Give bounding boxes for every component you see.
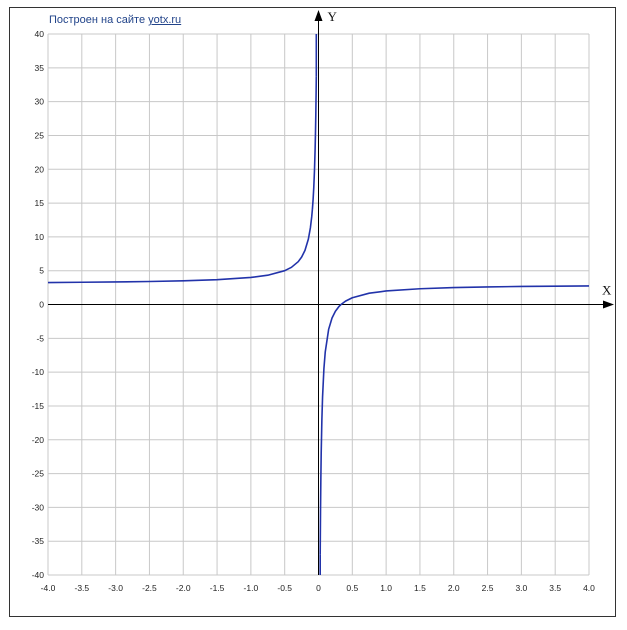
x-tick-label: 1.0 bbox=[380, 583, 392, 593]
x-tick-label: 0 bbox=[316, 583, 321, 593]
y-tick-label: -40 bbox=[32, 570, 45, 580]
credit-text: Построен на сайте bbox=[49, 14, 146, 26]
y-tick-label: -35 bbox=[32, 536, 45, 546]
x-tick-label: 1.5 bbox=[414, 583, 426, 593]
y-axis-arrow bbox=[314, 10, 323, 21]
x-tick-label: 2.5 bbox=[482, 583, 494, 593]
credit-link[interactable]: yotx.ru bbox=[148, 14, 182, 26]
y-tick-label: 15 bbox=[35, 198, 45, 208]
y-tick-label: -10 bbox=[32, 367, 45, 377]
function-curve-branch bbox=[311, 76, 318, 210]
x-tick-label: -3.0 bbox=[108, 583, 123, 593]
axes bbox=[48, 10, 614, 575]
function-curve-branch bbox=[319, 285, 590, 555]
x-tick-label: -1.0 bbox=[244, 583, 259, 593]
y-tick-label: -30 bbox=[32, 502, 45, 512]
y-tick-label: 20 bbox=[35, 164, 45, 174]
x-tick-label: -3.5 bbox=[74, 583, 89, 593]
curves bbox=[47, 34, 590, 575]
x-tick-label: 3.0 bbox=[515, 583, 527, 593]
x-tick-label: -0.5 bbox=[277, 583, 292, 593]
x-axis-label: X bbox=[602, 283, 612, 298]
x-tick-label: -2.0 bbox=[176, 583, 191, 593]
tick-labels: -4.0 -3.5 -3.0 -2.5 -2.0 -1.5 -1.0 -0.5 0 0.5 1.0 1… bbox=[32, 29, 595, 593]
y-tick-label: 40 bbox=[35, 29, 45, 39]
x-tick-label: 0.5 bbox=[346, 583, 358, 593]
x-tick-label: -2.5 bbox=[142, 583, 157, 593]
y-tick-label: 5 bbox=[39, 266, 44, 276]
function-curve-branch bbox=[47, 209, 314, 284]
x-tick-label: -4.0 bbox=[41, 583, 56, 593]
x-tick-label: 4.0 bbox=[583, 583, 595, 593]
x-tick-label: 3.5 bbox=[549, 583, 561, 593]
y-tick-label: 35 bbox=[35, 63, 45, 73]
y-tick-label: -25 bbox=[32, 469, 45, 479]
y-tick-label: 25 bbox=[35, 130, 45, 140]
y-tick-label: 0 bbox=[39, 300, 44, 310]
chart-frame bbox=[9, 7, 616, 617]
y-axis-label: Y bbox=[328, 9, 338, 24]
y-tick-label: 30 bbox=[35, 97, 45, 107]
y-tick-label: -20 bbox=[32, 435, 45, 445]
y-tick-label: 10 bbox=[35, 232, 45, 242]
x-axis-arrow bbox=[603, 300, 614, 309]
y-tick-label: -5 bbox=[36, 333, 44, 343]
x-tick-label: -1.5 bbox=[210, 583, 225, 593]
y-tick-label: -15 bbox=[32, 401, 45, 411]
site-credit: Построен на сайте yotx.ru bbox=[49, 14, 181, 26]
x-tick-label: 2.0 bbox=[448, 583, 460, 593]
